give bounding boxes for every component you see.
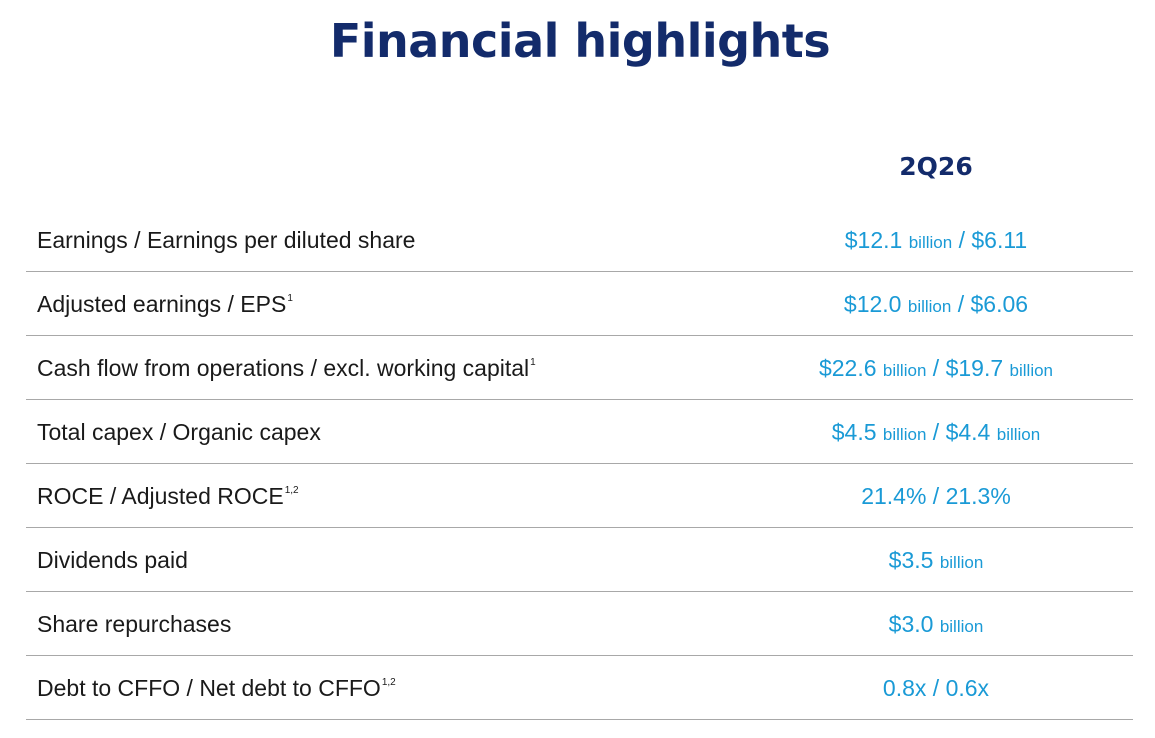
value-separator: / — [932, 675, 940, 701]
row-label-text: Debt to CFFO / Net debt to CFFO — [37, 675, 381, 701]
value-primary: 0.8x — [882, 675, 927, 701]
table-row: Total capex / Organic capex $4.5 billion … — [26, 400, 1133, 464]
value-secondary: $6.06 — [970, 291, 1029, 317]
page-title: Financial highlights — [329, 14, 831, 68]
value-unit: billion — [939, 617, 984, 636]
table-row: ROCE / Adjusted ROCE1,2 21.4% / 21.3% — [26, 464, 1133, 528]
value-primary: $3.5 — [888, 547, 934, 573]
value-primary: 21.4% — [861, 483, 927, 509]
value-unit: billion — [882, 425, 927, 444]
value-separator: / — [958, 227, 965, 253]
row-label: Earnings / Earnings per diluted share — [37, 208, 415, 272]
row-label-text: Total capex / Organic capex — [37, 419, 321, 445]
row-label-text: ROCE / Adjusted ROCE — [37, 483, 284, 509]
row-label-text: Cash flow from operations / excl. workin… — [37, 355, 530, 381]
row-label-text: Dividends paid — [37, 547, 188, 573]
table-row: Cash flow from operations / excl. workin… — [26, 336, 1133, 400]
row-label: Cash flow from operations / excl. workin… — [37, 336, 536, 400]
value-unit: billion — [1009, 361, 1054, 380]
footnote-marker: 1,2 — [381, 677, 396, 688]
row-label: Adjusted earnings / EPS1 — [37, 272, 293, 336]
value-secondary: 0.6x — [945, 675, 990, 701]
row-value: 0.8x / 0.6x — [740, 656, 1132, 720]
value-secondary: 21.3% — [945, 483, 1011, 509]
row-value: $22.6 billion / $19.7 billion — [740, 336, 1132, 400]
highlights-table: Earnings / Earnings per diluted share $12… — [26, 208, 1133, 720]
footnote-marker: 1,2 — [284, 485, 299, 496]
row-value: $3.0 billion — [740, 592, 1132, 656]
row-label-text: Earnings / Earnings per diluted share — [37, 227, 416, 253]
value-unit: billion — [908, 233, 953, 252]
value-separator: / — [932, 355, 940, 381]
value-primary: $22.6 — [818, 355, 877, 381]
row-label: Debt to CFFO / Net debt to CFFO1,2 — [37, 656, 396, 720]
table-row: Dividends paid $3.5 billion — [26, 528, 1133, 592]
value-secondary: $4.4 — [945, 419, 991, 445]
value-primary: $12.0 — [843, 291, 902, 317]
value-unit: billion — [882, 361, 927, 380]
table-row: Share repurchases $3.0 billion — [26, 592, 1133, 656]
value-primary: $4.5 — [831, 419, 877, 445]
row-label: Share repurchases — [37, 592, 231, 656]
row-value: $4.5 billion / $4.4 billion — [740, 400, 1132, 464]
value-separator: / — [957, 291, 965, 317]
table-row: Earnings / Earnings per diluted share $12… — [26, 208, 1133, 272]
row-value: $3.5 billion — [740, 528, 1132, 592]
table-row: Adjusted earnings / EPS1 $12.0 billion / … — [26, 272, 1133, 336]
column-header-period: 2Q26 — [899, 152, 973, 181]
value-unit: billion — [907, 297, 952, 316]
row-label-text: Adjusted earnings / EPS — [37, 291, 287, 317]
value-separator: / — [932, 419, 940, 445]
row-value: $12.0 billion / $6.06 — [740, 272, 1132, 336]
value-separator: / — [932, 483, 940, 509]
row-label: Total capex / Organic capex — [37, 400, 321, 464]
row-value: $12.1 billion / $6.11 — [740, 208, 1132, 272]
value-unit: billion — [996, 425, 1041, 444]
value-primary: $3.0 — [888, 611, 934, 637]
footnote-marker: 1 — [287, 293, 293, 304]
row-value: 21.4% / 21.3% — [740, 464, 1132, 528]
row-label: Dividends paid — [37, 528, 188, 592]
value-primary: $12.1 — [844, 227, 903, 253]
row-label-text: Share repurchases — [37, 611, 232, 637]
value-unit: billion — [939, 553, 984, 572]
row-label: ROCE / Adjusted ROCE1,2 — [37, 464, 299, 528]
table-row: Debt to CFFO / Net debt to CFFO1,2 0.8x /… — [26, 656, 1133, 720]
value-secondary: $6.11 — [971, 227, 1028, 253]
footnote-marker: 1 — [530, 357, 536, 368]
value-secondary: $19.7 — [945, 355, 1004, 381]
